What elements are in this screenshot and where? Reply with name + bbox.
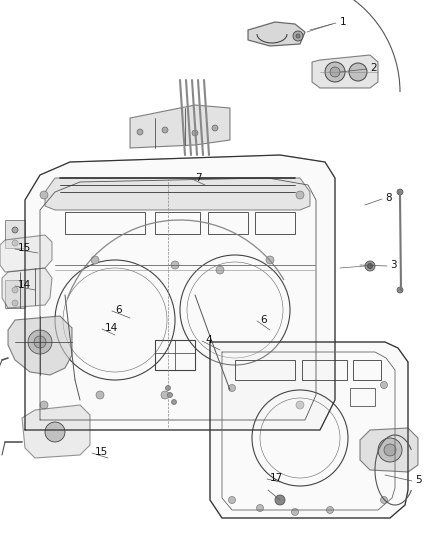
Circle shape [381, 497, 388, 504]
Polygon shape [5, 280, 25, 308]
Polygon shape [22, 405, 90, 458]
Polygon shape [312, 55, 378, 88]
Circle shape [229, 497, 236, 504]
Circle shape [12, 227, 18, 233]
Bar [65, 212, 145, 234]
Circle shape [296, 401, 304, 409]
Polygon shape [8, 316, 72, 375]
Text: 15: 15 [95, 447, 108, 457]
Circle shape [192, 130, 198, 136]
Circle shape [12, 240, 18, 246]
Text: 2: 2 [370, 63, 377, 73]
Circle shape [216, 266, 224, 274]
Circle shape [28, 330, 52, 354]
Circle shape [167, 392, 173, 398]
Circle shape [212, 125, 218, 131]
Circle shape [45, 422, 65, 442]
Circle shape [40, 401, 48, 409]
Circle shape [40, 191, 48, 199]
Circle shape [378, 438, 402, 462]
Text: 17: 17 [270, 473, 283, 483]
Bar [302, 360, 347, 380]
Text: 14: 14 [105, 323, 118, 333]
Polygon shape [25, 155, 335, 430]
Text: 6: 6 [260, 315, 267, 325]
Circle shape [293, 31, 303, 41]
Circle shape [166, 385, 170, 391]
Circle shape [397, 189, 403, 195]
Circle shape [266, 256, 274, 264]
Bar [235, 360, 295, 380]
Polygon shape [210, 342, 408, 518]
Circle shape [171, 261, 179, 269]
Circle shape [34, 336, 46, 348]
Text: 14: 14 [18, 280, 31, 290]
Circle shape [91, 256, 99, 264]
Circle shape [137, 129, 143, 135]
Circle shape [397, 287, 403, 293]
Circle shape [12, 300, 18, 306]
Circle shape [229, 384, 236, 392]
Text: 15: 15 [18, 243, 31, 253]
Circle shape [326, 506, 333, 513]
Circle shape [161, 391, 169, 399]
Polygon shape [45, 178, 310, 210]
Circle shape [257, 505, 264, 512]
Text: 7: 7 [195, 173, 201, 183]
Circle shape [325, 62, 345, 82]
Circle shape [381, 382, 388, 389]
Circle shape [162, 127, 168, 133]
Bar [155, 340, 195, 370]
Circle shape [275, 495, 285, 505]
Circle shape [172, 400, 177, 405]
Circle shape [296, 191, 304, 199]
Circle shape [292, 508, 299, 515]
Circle shape [12, 287, 18, 293]
Circle shape [365, 261, 375, 271]
Polygon shape [5, 220, 25, 248]
Polygon shape [130, 105, 230, 148]
Polygon shape [2, 268, 52, 308]
Bar [350, 388, 375, 406]
Text: 6: 6 [115, 305, 122, 315]
Bar [353, 360, 381, 380]
Circle shape [384, 444, 396, 456]
Polygon shape [0, 235, 52, 272]
Polygon shape [248, 22, 305, 46]
Circle shape [296, 34, 300, 38]
Text: 1: 1 [340, 17, 346, 27]
Polygon shape [360, 428, 418, 472]
Circle shape [367, 263, 372, 269]
Text: 8: 8 [385, 193, 392, 203]
Text: 4: 4 [205, 335, 212, 345]
Bar [255, 212, 295, 234]
Circle shape [330, 67, 340, 77]
Bar [208, 212, 248, 234]
Text: 5: 5 [415, 475, 422, 485]
Text: 3: 3 [390, 260, 397, 270]
Circle shape [349, 63, 367, 81]
Circle shape [96, 391, 104, 399]
Bar [155, 212, 200, 234]
